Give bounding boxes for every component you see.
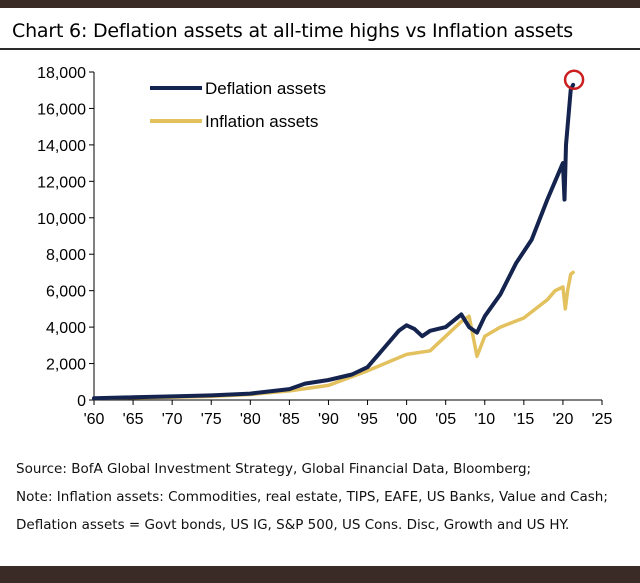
legend: Deflation assets Inflation assets: [150, 79, 326, 131]
x-tick-label: '90: [318, 411, 339, 428]
x-tick-label: '60: [84, 411, 105, 428]
x-tick-label: '75: [201, 411, 222, 428]
source-text: Source: BofA Global Investment Strategy,…: [16, 461, 532, 477]
x-tick-label: '70: [162, 411, 183, 428]
chart-title: Chart 6: Deflation assets at all-time hi…: [12, 20, 573, 42]
deflation-assets-line: [92, 82, 576, 401]
x-tick-label: '85: [279, 411, 300, 428]
x-tick-label: '00: [396, 411, 417, 428]
x-tick-label: '95: [357, 411, 378, 428]
y-tick-label: 6,000: [46, 284, 86, 301]
y-tick-label: 10,000: [37, 211, 86, 228]
x-tick-label: '80: [240, 411, 261, 428]
y-tick-label: 12,000: [37, 174, 86, 191]
y-tick-label: 18,000: [37, 65, 86, 82]
y-tick-label: 2,000: [46, 357, 86, 374]
x-tick-label: '05: [435, 411, 456, 428]
x-tick-label: '65: [123, 411, 144, 428]
x-tick-label: '10: [474, 411, 495, 428]
title-divider: [0, 48, 640, 50]
x-tick-label: '25: [592, 411, 613, 428]
legend-label: Inflation assets: [205, 112, 318, 131]
x-tick-label: '15: [513, 411, 534, 428]
y-tick-label: 4,000: [46, 320, 86, 337]
chart-notes: Source: BofA Global Investment Strategy,…: [16, 455, 626, 539]
line-chart: 0 2,000 4,000 6,000 8,000 10,000 12,000 14,000 1…: [37, 65, 612, 428]
y-tick-label: 16,000: [37, 101, 86, 118]
legend-label: Deflation assets: [205, 79, 326, 98]
annotations: [563, 69, 585, 91]
y-tick-label: 0: [77, 393, 86, 410]
y-tick-label: 14,000: [37, 138, 86, 155]
highlight-circle: [563, 69, 585, 91]
series-lines: [92, 82, 576, 401]
note-text: Note: Inflation assets: Commodities, rea…: [16, 489, 608, 533]
x-tick-label: '20: [552, 411, 573, 428]
y-tick-label: 8,000: [46, 247, 86, 264]
chart-panel: Chart 6: Deflation assets at all-time hi…: [0, 8, 640, 566]
axes: 0 2,000 4,000 6,000 8,000 10,000 12,000 14,000 1…: [37, 65, 612, 428]
